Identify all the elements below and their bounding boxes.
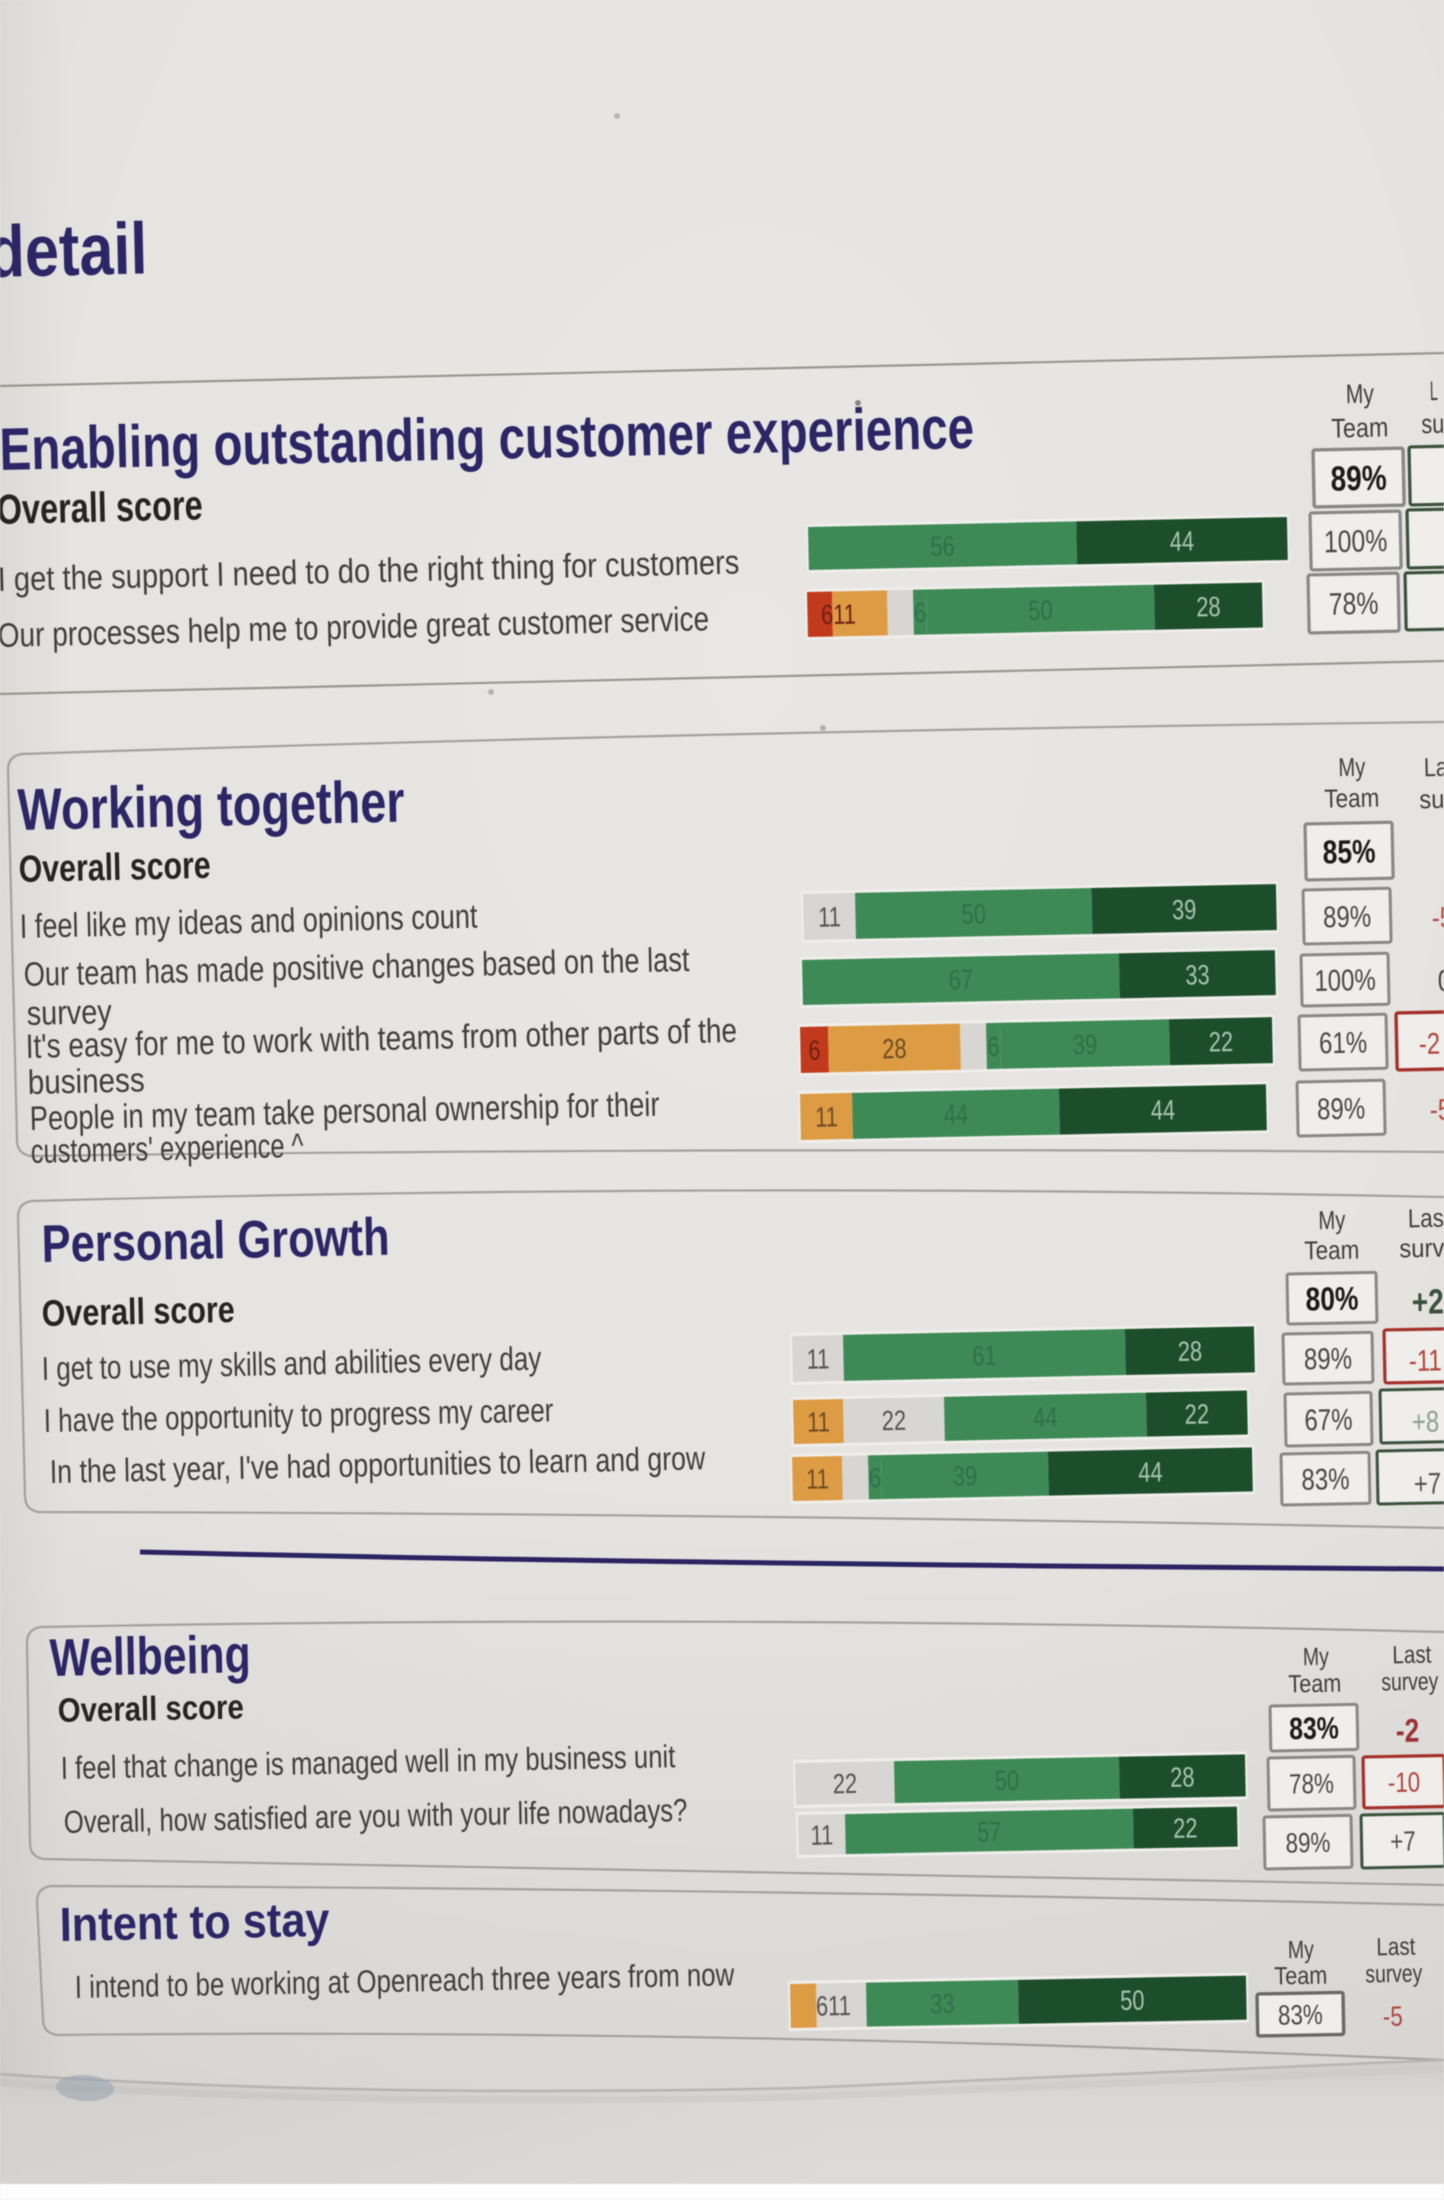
svg-text:28: 28 — [1170, 1762, 1195, 1794]
svg-text:La: La — [1424, 753, 1444, 783]
svg-text:My: My — [1288, 1935, 1315, 1963]
svg-text:39: 39 — [952, 1461, 977, 1493]
svg-text:Team: Team — [1331, 413, 1389, 444]
svg-text:My: My — [1303, 1642, 1330, 1670]
svg-text:22: 22 — [1173, 1813, 1198, 1845]
svg-text:My: My — [1318, 1205, 1346, 1235]
svg-text:surv: surv — [1399, 1234, 1444, 1264]
svg-text:611: 611 — [821, 599, 856, 631]
svg-text:67%: 67% — [1304, 1402, 1353, 1437]
svg-text:44: 44 — [944, 1099, 969, 1131]
svg-text:44: 44 — [1170, 526, 1195, 558]
svg-text:83%: 83% — [1301, 1461, 1350, 1496]
svg-text:22: 22 — [1208, 1027, 1233, 1059]
svg-text:89%: 89% — [1304, 1341, 1353, 1376]
svg-text:Overall score: Overall score — [18, 845, 211, 891]
svg-text:44: 44 — [1033, 1402, 1058, 1434]
svg-text:su: su — [1421, 410, 1444, 440]
svg-text:detail: detail — [0, 208, 148, 293]
svg-text:11: 11 — [807, 1407, 830, 1439]
svg-text:Wellbeing: Wellbeing — [49, 1625, 251, 1688]
svg-text:+7: +7 — [1390, 1826, 1416, 1857]
svg-text:85%: 85% — [1322, 834, 1376, 872]
svg-text:0: 0 — [1437, 963, 1444, 998]
svg-text:Last: Last — [1392, 1640, 1432, 1669]
svg-text:611: 611 — [816, 1990, 851, 2022]
svg-text:6: 6 — [987, 1031, 1000, 1062]
svg-text:56: 56 — [930, 531, 955, 563]
svg-text:+7: +7 — [1413, 1466, 1441, 1501]
svg-text:11: 11 — [806, 1344, 829, 1376]
svg-text:+8: +8 — [1411, 1404, 1439, 1439]
svg-text:11: 11 — [815, 1102, 838, 1134]
svg-text:61: 61 — [972, 1340, 997, 1372]
svg-text:57: 57 — [977, 1817, 1002, 1849]
svg-text:survey: survey — [1381, 1667, 1439, 1696]
svg-text:50: 50 — [1028, 595, 1053, 627]
svg-text:-2: -2 — [1418, 1026, 1440, 1061]
svg-text:22: 22 — [881, 1405, 906, 1437]
svg-text:100%: 100% — [1314, 962, 1376, 998]
svg-text:89%: 89% — [1317, 1091, 1366, 1126]
svg-text:Las: Las — [1408, 1204, 1444, 1234]
svg-text:28: 28 — [1196, 591, 1221, 623]
svg-text:Team: Team — [1288, 1669, 1341, 1698]
svg-text:sur: sur — [1419, 785, 1444, 815]
svg-text:My: My — [1338, 752, 1366, 782]
svg-text:22: 22 — [1184, 1399, 1209, 1431]
svg-text:89%: 89% — [1285, 1828, 1330, 1860]
svg-text:50: 50 — [1120, 1985, 1145, 2017]
svg-text:Intent to stay: Intent to stay — [59, 1893, 330, 1952]
svg-text:39: 39 — [1072, 1029, 1097, 1061]
svg-text:Last: Last — [1376, 1932, 1416, 1961]
svg-text:78%: 78% — [1328, 586, 1378, 621]
svg-text:67: 67 — [948, 964, 973, 996]
svg-text:100%: 100% — [1324, 523, 1388, 559]
svg-text:28: 28 — [882, 1033, 907, 1065]
svg-text:61%: 61% — [1319, 1025, 1368, 1060]
svg-text:-2: -2 — [1395, 1713, 1419, 1750]
svg-text:survey: survey — [1365, 1959, 1423, 1988]
svg-text:78%: 78% — [1289, 1769, 1334, 1801]
svg-text:L: L — [1429, 375, 1438, 406]
svg-text:83%: 83% — [1289, 1711, 1339, 1746]
svg-text:39: 39 — [1172, 894, 1197, 926]
svg-text:Team: Team — [1324, 784, 1380, 814]
svg-text:50: 50 — [994, 1765, 1019, 1797]
svg-text:33: 33 — [930, 1989, 955, 2021]
svg-text:Working together: Working together — [17, 770, 405, 844]
svg-text:44: 44 — [1150, 1095, 1175, 1127]
svg-text:-5: -5 — [1383, 2001, 1403, 2032]
svg-text:44: 44 — [1138, 1457, 1163, 1489]
svg-text:Overall score: Overall score — [0, 481, 203, 533]
svg-text:-5: -5 — [1431, 900, 1444, 935]
svg-text:50: 50 — [961, 899, 986, 931]
svg-text:11: 11 — [810, 1820, 833, 1852]
svg-text:6: 6 — [808, 1035, 821, 1066]
svg-text:-10: -10 — [1388, 1767, 1421, 1799]
svg-text:business: business — [27, 1060, 145, 1101]
svg-text:11: 11 — [806, 1464, 829, 1496]
svg-text:83%: 83% — [1278, 2000, 1323, 2032]
svg-text:6: 6 — [869, 1463, 882, 1494]
svg-text:Overall score: Overall score — [57, 1687, 244, 1729]
svg-text:Team: Team — [1304, 1236, 1360, 1266]
svg-text:-11: -11 — [1408, 1343, 1442, 1378]
svg-text:22: 22 — [832, 1768, 857, 1800]
svg-text:-5: -5 — [1429, 1092, 1444, 1127]
svg-text:Team: Team — [1274, 1961, 1327, 1990]
svg-text:Overall score: Overall score — [41, 1289, 235, 1335]
svg-text:89%: 89% — [1330, 458, 1387, 499]
svg-text:11: 11 — [818, 902, 841, 934]
svg-text:Personal Growth: Personal Growth — [41, 1208, 390, 1274]
svg-text:80%: 80% — [1305, 1281, 1359, 1318]
svg-text:89%: 89% — [1323, 899, 1372, 934]
svg-text:6: 6 — [914, 598, 927, 629]
svg-text:customers' experience ^: customers' experience ^ — [30, 1127, 304, 1171]
svg-text:+2: +2 — [1411, 1281, 1444, 1321]
svg-text:survey: survey — [26, 992, 112, 1033]
svg-text:My: My — [1346, 379, 1375, 410]
svg-text:33: 33 — [1185, 960, 1210, 992]
svg-text:28: 28 — [1177, 1336, 1202, 1368]
